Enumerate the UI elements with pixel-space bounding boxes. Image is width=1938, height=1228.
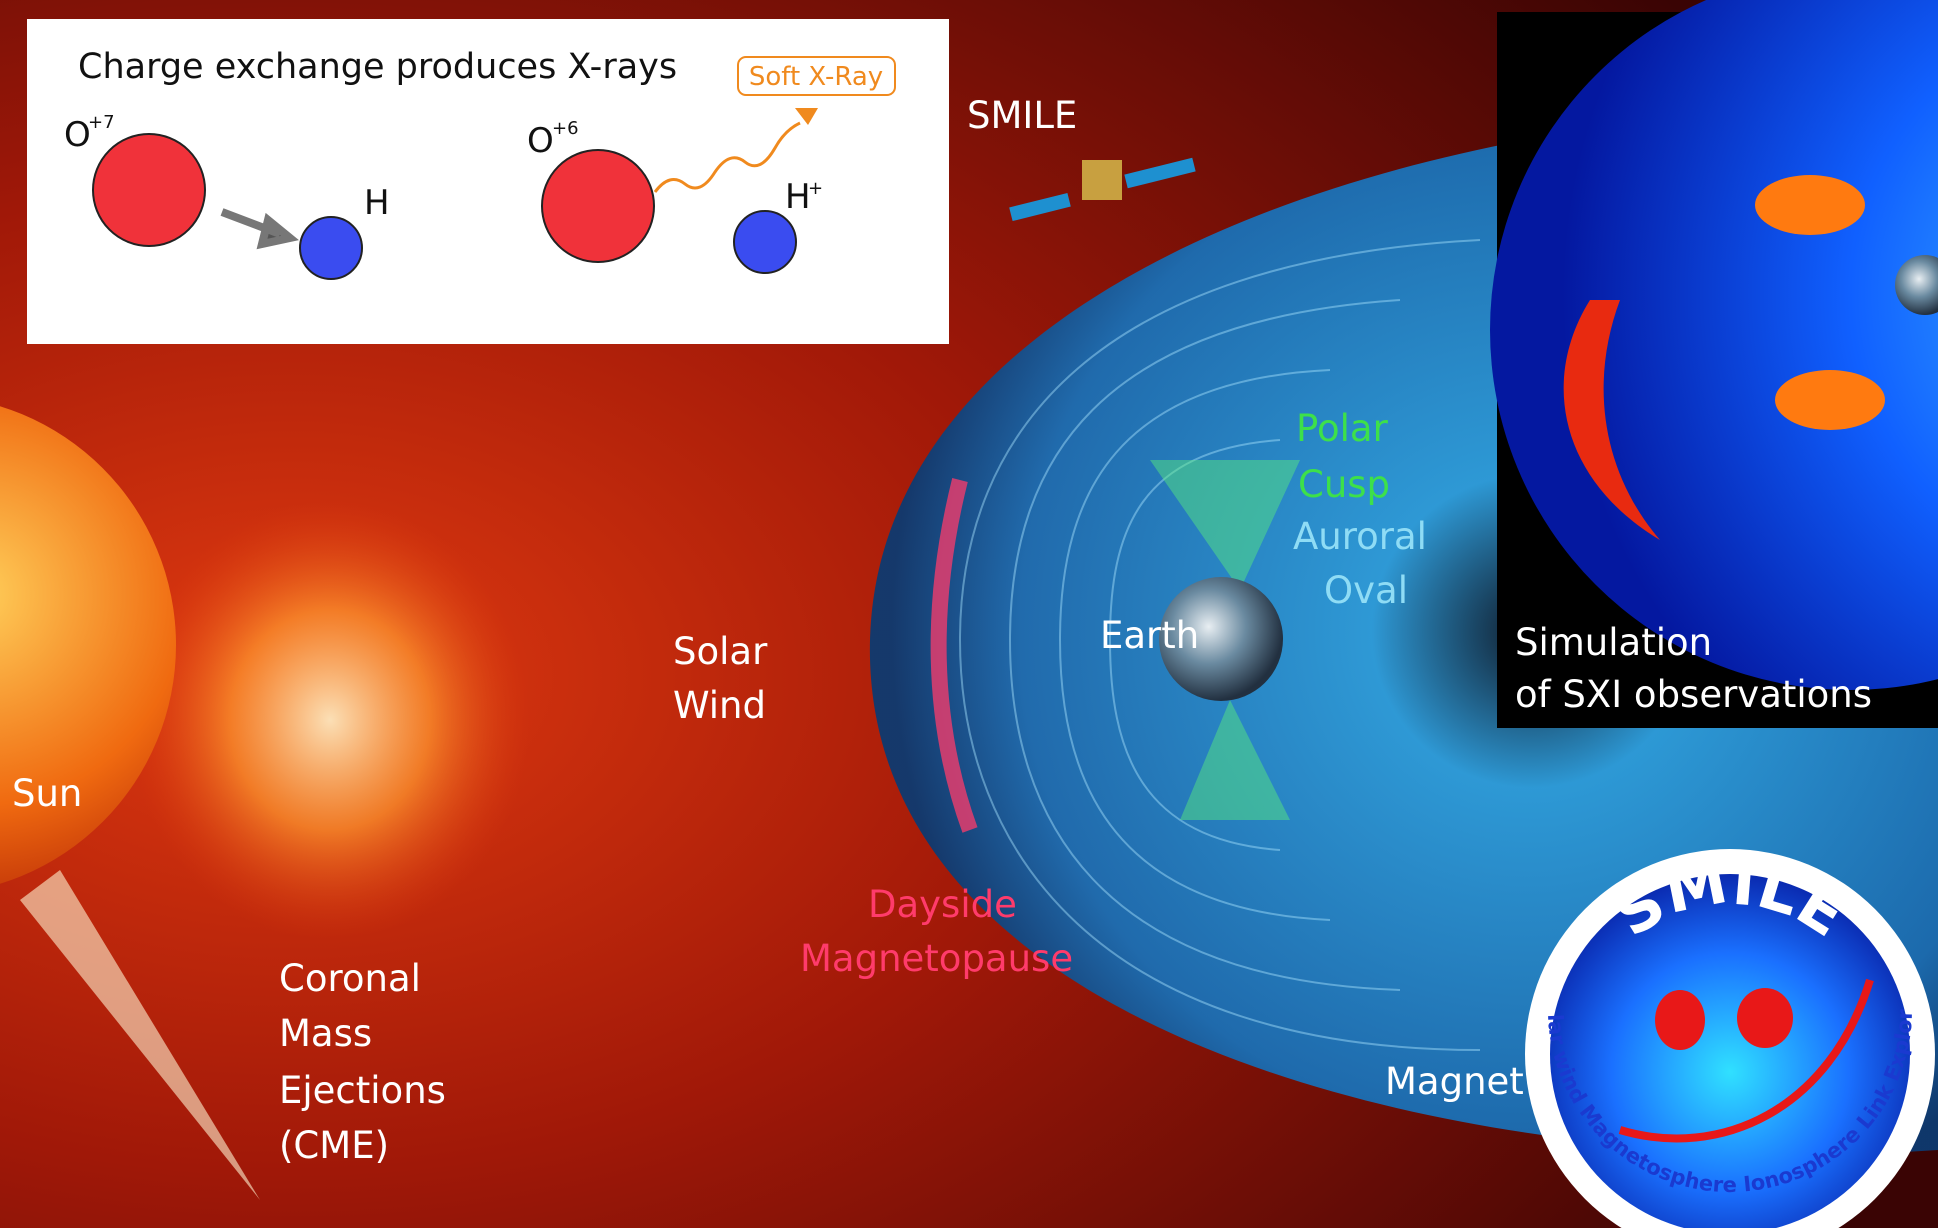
simulation-arc [1563, 300, 1660, 540]
ion [541, 149, 655, 263]
cusp-label: Cusp [1298, 463, 1390, 506]
magnetosphere-label: Magnet [1385, 1060, 1524, 1103]
product-label: H [785, 177, 811, 217]
cme-glow [130, 500, 530, 940]
ion-charge: +6 [552, 118, 579, 139]
polar-cusp [1150, 460, 1300, 820]
arrow [220, 208, 299, 250]
cme-ray [20, 870, 260, 1200]
simulation-label: of SXI observations [1515, 673, 1872, 716]
oval-label: Oval [1324, 569, 1408, 612]
logo-eye [1655, 990, 1705, 1050]
ion-charge: +7 [88, 112, 115, 133]
solar-wind-label: Wind [673, 684, 766, 727]
photon-label: Soft X-Ray [749, 62, 883, 92]
neutral-label: H [364, 183, 390, 223]
sun [0, 406, 176, 884]
photon-box [737, 56, 896, 96]
magnetopause-label: Magnetopause [800, 937, 1073, 980]
cme-label: Mass [279, 1012, 372, 1055]
simulation-cusp [1755, 175, 1865, 235]
ion-label: O [64, 115, 91, 155]
product-charge: + [808, 178, 823, 199]
ion [92, 133, 206, 247]
simulation-label: Simulation [1515, 621, 1712, 664]
cusp-label: Polar [1296, 407, 1389, 450]
oval-label: Auroral [1293, 515, 1427, 558]
field-lines [958, 239, 1481, 1051]
neutral [299, 216, 363, 280]
logo-eye [1737, 988, 1793, 1048]
satellite [1009, 157, 1196, 222]
cme-label: Ejections [279, 1069, 446, 1112]
product [733, 210, 797, 274]
solar-wind-label: Solar [673, 630, 768, 673]
simulation-disc [1490, 0, 1938, 690]
cme-label: (CME) [279, 1124, 389, 1167]
earth [1159, 577, 1283, 701]
logo-disc [1550, 874, 1910, 1228]
magnetopause-label: Dayside [868, 883, 1017, 926]
cme-label: Coronal [279, 957, 421, 1000]
ion-label: O [527, 121, 554, 161]
simulation-cusp [1775, 370, 1885, 430]
inset-title: Charge exchange produces X-rays [78, 47, 677, 87]
earth-label: Earth [1100, 614, 1199, 657]
logo-smile [1618, 978, 1874, 1143]
photon-head [795, 108, 818, 125]
photon [653, 121, 801, 193]
magnetopause [930, 478, 978, 833]
mission-label: SMILE [967, 94, 1077, 137]
simulation-earth [1895, 255, 1938, 315]
sun-label: Sun [12, 772, 82, 815]
